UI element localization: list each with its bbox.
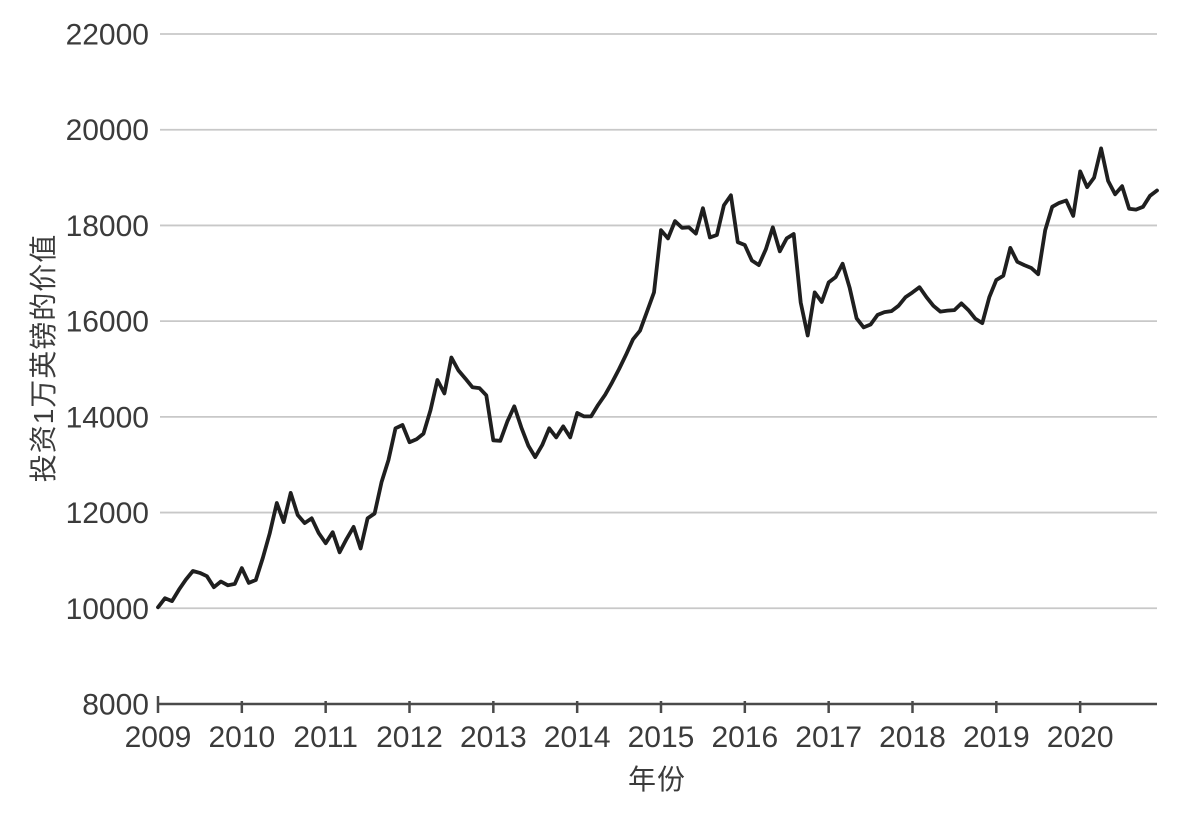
y-tick-label: 20000 — [66, 114, 149, 147]
y-tick-label: 12000 — [66, 497, 149, 530]
data-line — [156, 146, 1159, 610]
y-tick-label: 8000 — [82, 689, 149, 722]
x-axis-title: 年份 — [627, 764, 687, 795]
x-tick-label: 2015 — [628, 721, 695, 754]
x-tick-label: 2014 — [544, 721, 611, 754]
x-tick-label: 2012 — [376, 721, 443, 754]
y-tick-label: 10000 — [66, 593, 149, 626]
x-tick-label: 2009 — [125, 721, 192, 754]
y-tick-label: 18000 — [66, 210, 149, 243]
x-tick-label: 2018 — [879, 721, 946, 754]
x-tick-label: 2013 — [460, 721, 527, 754]
x-tick-label: 2011 — [293, 721, 358, 754]
y-tick-label: 22000 — [66, 19, 149, 52]
y-axis-title: 投资1万英镑的价值 — [28, 233, 59, 483]
x-tick-label: 2019 — [963, 721, 1030, 754]
y-tick-label: 16000 — [66, 306, 149, 339]
x-tick-label: 2016 — [711, 721, 778, 754]
x-tick-label: 2010 — [208, 721, 275, 754]
y-tick-label: 14000 — [66, 401, 149, 434]
x-tick-label: 2017 — [795, 721, 862, 754]
x-tick-label: 2020 — [1047, 721, 1114, 754]
